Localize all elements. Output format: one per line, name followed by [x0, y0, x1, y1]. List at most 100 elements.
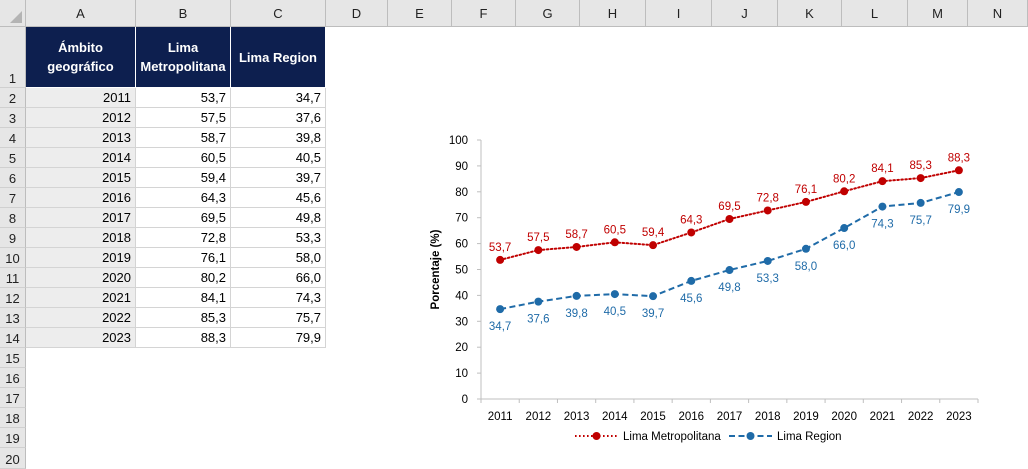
row-header-4[interactable]: 4	[0, 128, 26, 148]
column-header-k[interactable]: K	[778, 0, 842, 27]
row-header-12[interactable]: 12	[0, 288, 26, 308]
line-chart[interactable]: 0 10 20 30 40 50 60 70 80 90 100 2011 2012 2013 2014 20…	[420, 128, 1000, 450]
x-tick-label: 2013	[564, 411, 590, 423]
year-cell[interactable]: 2015	[26, 168, 136, 188]
row-header-17[interactable]: 17	[0, 388, 26, 408]
value-cell[interactable]: 49,8	[231, 208, 326, 228]
value-cell[interactable]: 39,7	[231, 168, 326, 188]
year-cell[interactable]: 2023	[26, 328, 136, 348]
table-header-cell[interactable]: Lima Metropolitana	[136, 27, 231, 88]
value-cell[interactable]: 37,6	[231, 108, 326, 128]
data-point	[916, 198, 925, 207]
data-label: 58,0	[795, 261, 817, 273]
column-header-b[interactable]: B	[136, 0, 231, 27]
data-label: 60,5	[604, 224, 626, 236]
year-cell[interactable]: 2019	[26, 248, 136, 268]
value-cell[interactable]: 66,0	[231, 268, 326, 288]
value-cell[interactable]: 45,6	[231, 188, 326, 208]
column-header-g[interactable]: G	[516, 0, 580, 27]
column-header-l[interactable]: L	[842, 0, 908, 27]
row-header-2[interactable]: 2	[0, 88, 26, 108]
year-cell[interactable]: 2017	[26, 208, 136, 228]
value-cell[interactable]: 58,0	[231, 248, 326, 268]
row-header-16[interactable]: 16	[0, 368, 26, 388]
legend-label: Lima Metropolitana	[623, 431, 721, 443]
row-header-13[interactable]: 13	[0, 308, 26, 328]
value-cell[interactable]: 57,5	[136, 108, 231, 128]
table-header-cell[interactable]: Lima Region	[231, 27, 326, 88]
row-header-3[interactable]: 3	[0, 108, 26, 128]
column-header-m[interactable]: M	[908, 0, 968, 27]
column-header-i[interactable]: I	[646, 0, 712, 27]
value-cell[interactable]: 75,7	[231, 308, 326, 328]
column-header-n[interactable]: N	[968, 0, 1028, 27]
row-header-9[interactable]: 9	[0, 228, 26, 248]
row-header-18[interactable]: 18	[0, 408, 26, 428]
select-all-corner[interactable]	[0, 0, 26, 27]
data-point	[649, 241, 658, 250]
value-cell[interactable]: 60,5	[136, 148, 231, 168]
column-header-e[interactable]: E	[388, 0, 452, 27]
row-header-15[interactable]: 15	[0, 348, 26, 368]
row-header-20[interactable]: 20	[0, 448, 26, 469]
value-cell[interactable]: 79,9	[231, 328, 326, 348]
year-cell[interactable]: 2016	[26, 188, 136, 208]
y-axis-title: Porcentaje (%)	[430, 229, 442, 309]
y-tick-label: 100	[449, 135, 468, 147]
data-point	[801, 244, 810, 253]
row-header-6[interactable]: 6	[0, 168, 26, 188]
column-header-a[interactable]: A	[26, 0, 136, 27]
year-cell[interactable]: 2020	[26, 268, 136, 288]
x-tick-label: 2012	[526, 411, 552, 423]
value-cell[interactable]: 80,2	[136, 268, 231, 288]
value-cell[interactable]: 88,3	[136, 328, 231, 348]
x-tick-label: 2014	[602, 411, 628, 423]
y-tick-label: 90	[455, 161, 468, 173]
value-cell[interactable]: 53,3	[231, 228, 326, 248]
value-cell[interactable]: 39,8	[231, 128, 326, 148]
row-header-5[interactable]: 5	[0, 148, 26, 168]
year-cell[interactable]: 2022	[26, 308, 136, 328]
data-label: 58,7	[565, 229, 587, 241]
table-header-cell[interactable]: Ámbito geográfico	[26, 27, 136, 88]
value-cell[interactable]: 72,8	[136, 228, 231, 248]
value-cell[interactable]: 59,4	[136, 168, 231, 188]
value-cell[interactable]: 85,3	[136, 308, 231, 328]
value-cell[interactable]: 76,1	[136, 248, 231, 268]
column-header-d[interactable]: D	[326, 0, 388, 27]
value-cell[interactable]: 84,1	[136, 288, 231, 308]
row-header-11[interactable]: 11	[0, 268, 26, 288]
row-header-7[interactable]: 7	[0, 188, 26, 208]
row-header-19[interactable]: 19	[0, 428, 26, 448]
value-cell[interactable]: 64,3	[136, 188, 231, 208]
year-cell[interactable]: 2014	[26, 148, 136, 168]
year-cell[interactable]: 2021	[26, 288, 136, 308]
row-header-8[interactable]: 8	[0, 208, 26, 228]
value-cell[interactable]: 53,7	[136, 88, 231, 108]
value-cell[interactable]: 58,7	[136, 128, 231, 148]
data-label: 53,3	[757, 273, 779, 285]
y-tick-label: 70	[455, 213, 468, 225]
data-point	[610, 238, 619, 247]
column-header-j[interactable]: J	[712, 0, 778, 27]
row-header-10[interactable]: 10	[0, 248, 26, 268]
data-label: 40,5	[604, 306, 626, 318]
data-label: 85,3	[909, 160, 931, 172]
select-all-triangle-icon	[10, 11, 22, 23]
year-cell[interactable]: 2018	[26, 228, 136, 248]
y-tick-label: 40	[455, 290, 468, 302]
value-cell[interactable]: 74,3	[231, 288, 326, 308]
column-header-c[interactable]: C	[231, 0, 326, 27]
value-cell[interactable]: 34,7	[231, 88, 326, 108]
column-header-f[interactable]: F	[452, 0, 516, 27]
year-cell[interactable]: 2011	[26, 88, 136, 108]
row-header-1[interactable]: 1	[0, 27, 26, 88]
column-header-h[interactable]: H	[580, 0, 646, 27]
year-cell[interactable]: 2012	[26, 108, 136, 128]
row-header-14[interactable]: 14	[0, 328, 26, 348]
data-label: 37,6	[527, 314, 549, 326]
year-cell[interactable]: 2013	[26, 128, 136, 148]
value-cell[interactable]: 40,5	[231, 148, 326, 168]
value-cell[interactable]: 69,5	[136, 208, 231, 228]
